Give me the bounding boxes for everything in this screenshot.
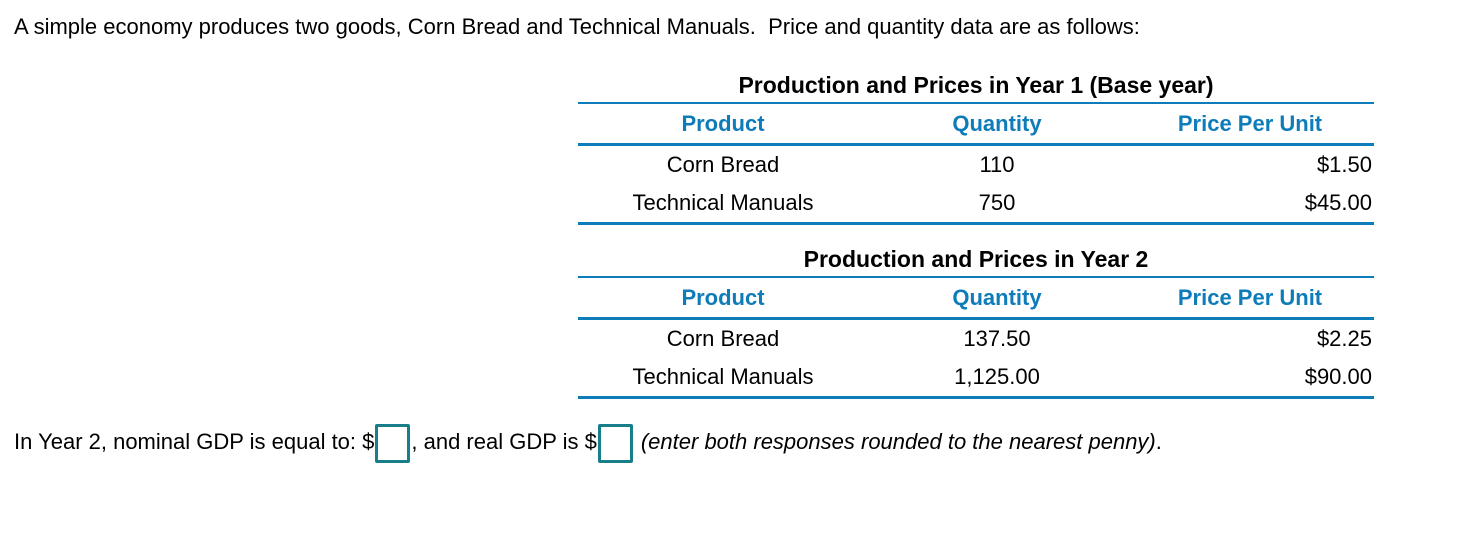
quantity-cell: 1,125.00: [954, 364, 1040, 389]
price-cell: $45.00: [1304, 190, 1372, 215]
table-row: Corn Bread 110 $1.50: [578, 145, 1374, 185]
table-row: Technical Manuals 750 $45.00: [578, 184, 1374, 224]
header-row: Product Quantity Price Per Unit: [578, 277, 1374, 320]
year1-table-title: Production and Prices in Year 1 (Base ye…: [738, 72, 1214, 98]
price-cell: $2.25: [1316, 326, 1372, 351]
column-header-product: Product: [578, 277, 868, 320]
quantity-cell: 137.50: [963, 326, 1031, 351]
nominal-gdp-input[interactable]: [375, 423, 411, 463]
column-header-product: Product: [578, 103, 868, 146]
quantity-cell: 750: [978, 190, 1016, 215]
question-period: .: [1155, 429, 1162, 454]
gdp-question-line: In Year 2, nominal GDP is equal to: $ , a…: [14, 420, 1162, 464]
product-cell: Corn Bread: [666, 326, 780, 351]
price-cell: $1.50: [1316, 152, 1372, 177]
intro-text: A simple economy produces two goods, Cor…: [14, 14, 1140, 39]
column-header-price-per-unit: Price Per Unit: [1126, 277, 1374, 320]
quantity-cell: 110: [979, 152, 1015, 177]
product-cell: Technical Manuals: [632, 364, 814, 389]
column-header-price-per-unit: Price Per Unit: [1126, 103, 1374, 146]
product-cell: Technical Manuals: [632, 190, 814, 215]
year1-table: Production and Prices in Year 1 (Base ye…: [578, 71, 1374, 225]
year2-table-title: Production and Prices in Year 2: [803, 246, 1149, 272]
price-cell: $90.00: [1304, 364, 1372, 389]
real-gdp-input[interactable]: [597, 423, 633, 463]
column-header-quantity: Quantity: [868, 277, 1126, 320]
table-row: Technical Manuals 1,125.00 $90.00: [578, 358, 1374, 398]
table-row: Corn Bread 137.50 $2.25: [578, 319, 1374, 359]
header-row: Product Quantity Price Per Unit: [578, 103, 1374, 146]
question-note-italic: (enter both responses rounded to the nea…: [640, 429, 1156, 454]
year1-data-table: Product Quantity Price Per Unit Corn Bre…: [578, 102, 1374, 225]
column-header-quantity: Quantity: [868, 103, 1126, 146]
question-part-real: , and real GDP is $: [411, 429, 597, 454]
year2-data-table: Product Quantity Price Per Unit Corn Bre…: [578, 276, 1374, 399]
question-part-nominal: In Year 2, nominal GDP is equal to: $: [14, 429, 375, 454]
year2-table: Production and Prices in Year 2 Product …: [578, 245, 1374, 399]
product-cell: Corn Bread: [666, 152, 780, 177]
